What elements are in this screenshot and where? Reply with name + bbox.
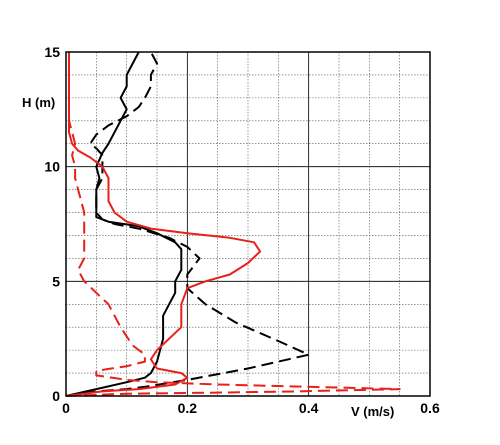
y-axis-label: H (m) bbox=[22, 95, 55, 110]
y-tick-label: 10 bbox=[44, 159, 60, 175]
x-axis-label: V (m/s) bbox=[351, 404, 394, 419]
series-layer bbox=[65, 51, 401, 397]
plot-frame bbox=[65, 51, 431, 397]
major-grid bbox=[66, 52, 430, 396]
x-tick-label: 0.4 bbox=[299, 400, 319, 416]
x-tick-labels: 0 0.2 0.4 0.6 bbox=[62, 400, 440, 416]
y-tick-label: 5 bbox=[52, 273, 60, 289]
y-tick-labels: 0 5 10 15 bbox=[44, 44, 60, 404]
series-line-1 bbox=[65, 51, 183, 397]
series-line-3 bbox=[65, 52, 262, 397]
y-tick-label: 15 bbox=[44, 44, 60, 60]
x-tick-label: 0.2 bbox=[178, 400, 198, 416]
series-line-4 bbox=[65, 52, 401, 397]
x-tick-label: 0.6 bbox=[420, 400, 440, 416]
series-line-2 bbox=[65, 51, 310, 397]
x-tick-label: 0 bbox=[62, 400, 70, 416]
y-tick-label: 0 bbox=[52, 388, 60, 404]
